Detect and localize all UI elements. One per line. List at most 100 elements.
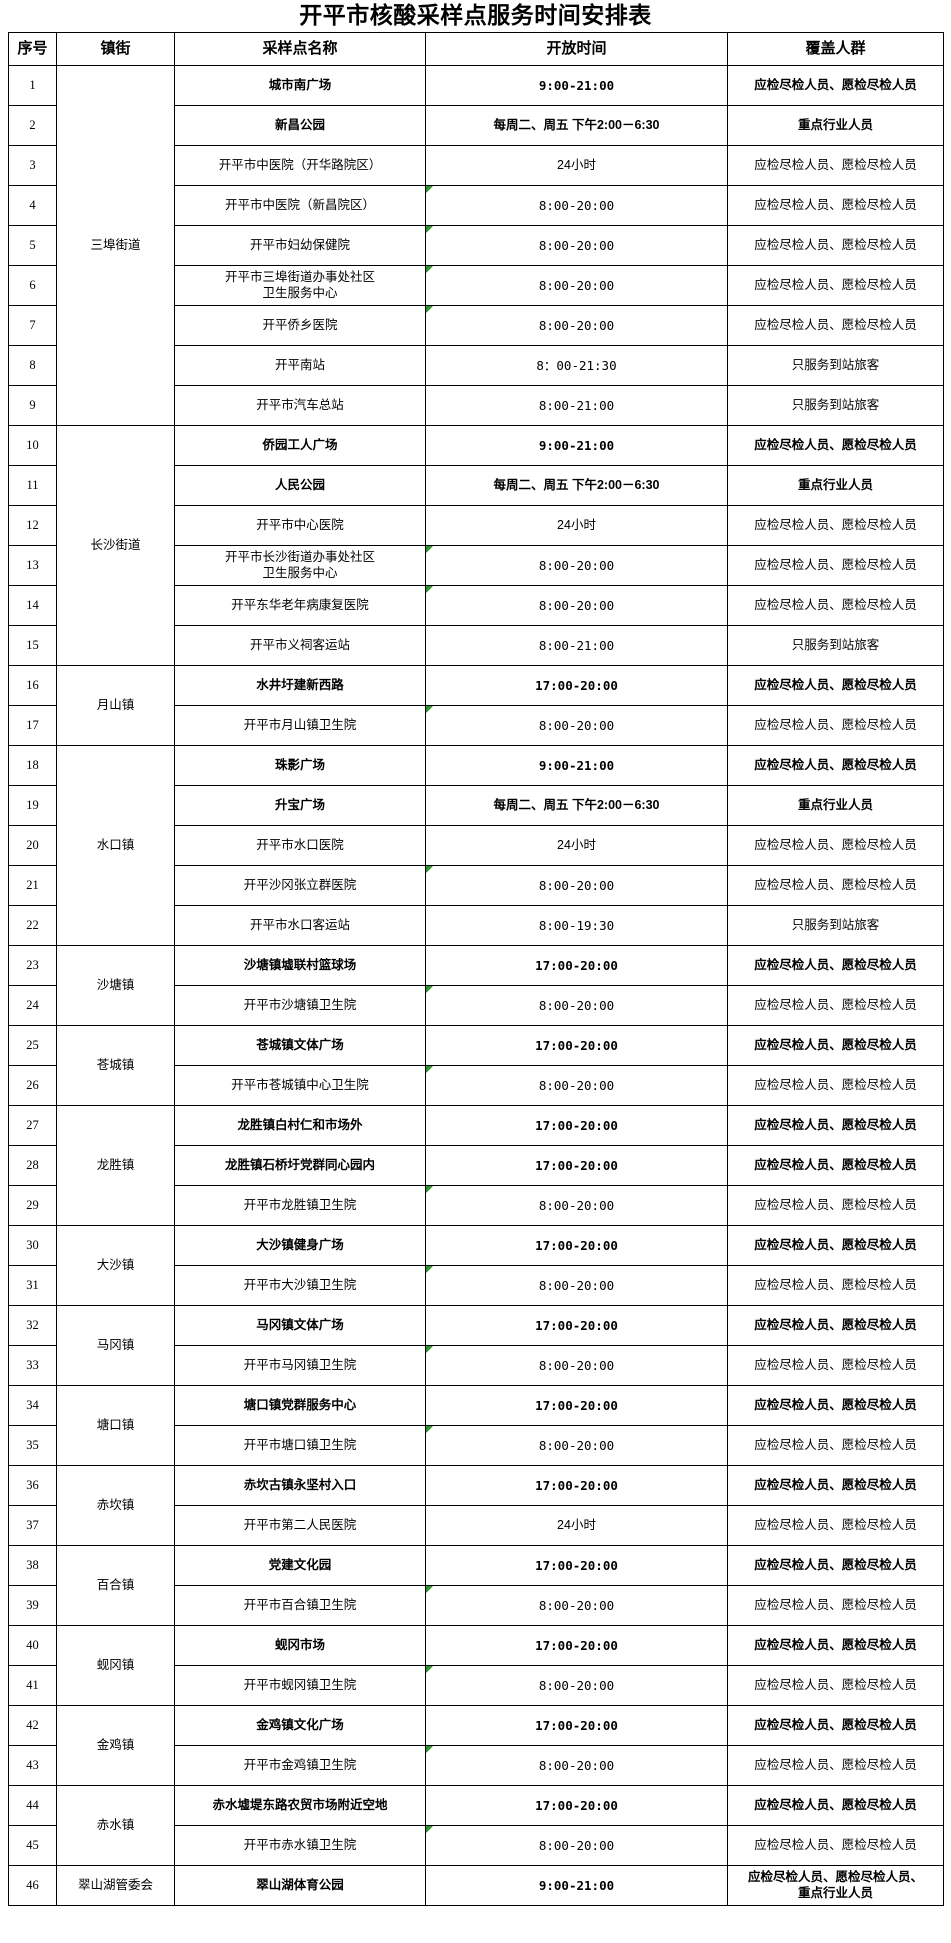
cell-index: 7 <box>8 305 57 346</box>
cell-open-hours: 8：00-21:30 <box>425 345 728 386</box>
cell-site-name: 开平市龙胜镇卫生院 <box>174 1185 426 1226</box>
cell-open-hours: 每周二、周五 下午2:00－6:30 <box>425 785 728 826</box>
cell-coverage: 只服务到站旅客 <box>727 625 944 666</box>
cell-open-hours: 8:00-20:00 <box>425 1265 728 1306</box>
cell-site-name: 金鸡镇文化广场 <box>174 1705 426 1746</box>
cell-coverage: 应检尽检人员、愿检尽检人员 <box>727 1105 944 1146</box>
table-row: 14 开平东华老年病康复医院 8:00-20:00 应检尽检人员、愿检尽检人员 <box>8 585 944 626</box>
cell-site-name: 珠影广场 <box>174 745 426 786</box>
cell-site-name: 升宝广场 <box>174 785 426 826</box>
table-row: 20 开平市水口医院 24小时 应检尽检人员、愿检尽检人员 <box>8 825 944 866</box>
cell-open-hours: 17:00-20:00 <box>425 1025 728 1066</box>
table-row: 1 三埠街道 城市南广场 9:00-21:00 应检尽检人员、愿检尽检人员 <box>8 65 944 426</box>
cell-coverage: 应检尽检人员、愿检尽检人员 <box>727 945 944 986</box>
table-row: 44 赤水镇 赤水墟堤东路农贸市场附近空地 17:00-20:00 应检尽检人员、愿检尽… <box>8 1785 944 1866</box>
cell-site-name: 开平市中医院（开华路院区） <box>174 145 426 186</box>
cell-open-hours: 8:00-20:00 <box>425 305 728 346</box>
cell-index: 3 <box>8 145 57 186</box>
cell-index: 20 <box>8 825 57 866</box>
cell-coverage: 应检尽检人员、愿检尽检人员 <box>727 1025 944 1066</box>
cell-open-hours: 17:00-20:00 <box>425 1705 728 1746</box>
cell-index: 17 <box>8 705 57 746</box>
cell-site-name: 开平市妇幼保健院 <box>174 225 426 266</box>
table-row: 10 长沙街道 侨园工人广场 9:00-21:00 应检尽检人员、愿检尽检人员 <box>8 425 944 666</box>
table-row: 38 百合镇 党建文化园 17:00-20:00 应检尽检人员、愿检尽检人员 <box>8 1545 944 1626</box>
cell-index: 44 <box>8 1785 57 1826</box>
column-header-coverage: 覆盖人群 <box>727 32 944 66</box>
cell-town: 三埠街道 <box>56 65 175 426</box>
cell-site-name: 赤水墟堤东路农贸市场附近空地 <box>174 1785 426 1826</box>
cell-open-hours: 8:00-20:00 <box>425 265 728 306</box>
cell-town: 赤坎镇 <box>56 1465 175 1546</box>
cell-index: 23 <box>8 945 57 986</box>
cell-town: 赤水镇 <box>56 1785 175 1866</box>
cell-open-hours: 8:00-20:00 <box>425 1585 728 1626</box>
cell-site-name: 开平市塘口镇卫生院 <box>174 1425 426 1466</box>
cell-index: 35 <box>8 1425 57 1466</box>
table-row: 7 开平侨乡医院 8:00-20:00 应检尽检人员、愿检尽检人员 <box>8 305 944 346</box>
cell-site-name: 水井圩建新西路 <box>174 665 426 706</box>
cell-index: 37 <box>8 1505 57 1546</box>
cell-coverage: 应检尽检人员、愿检尽检人员 <box>727 1345 944 1386</box>
cell-site-name: 新昌公园 <box>174 105 426 146</box>
cell-open-hours: 9:00-21:00 <box>425 745 728 786</box>
cell-index: 36 <box>8 1465 57 1506</box>
cell-coverage: 应检尽检人员、愿检尽检人员 <box>727 1745 944 1786</box>
cell-town: 翠山湖管委会 <box>56 1865 175 1906</box>
cell-index: 4 <box>8 185 57 226</box>
cell-index: 28 <box>8 1145 57 1186</box>
cell-coverage: 应检尽检人员、愿检尽检人员 <box>727 1265 944 1306</box>
cell-site-name: 苍城镇文体广场 <box>174 1025 426 1066</box>
cell-index: 10 <box>8 425 57 466</box>
cell-coverage: 应检尽检人员、愿检尽检人员 <box>727 1665 944 1706</box>
cell-index: 39 <box>8 1585 57 1626</box>
table-body: 1 三埠街道 城市南广场 9:00-21:00 应检尽检人员、愿检尽检人员 2 新昌公园 每周… <box>8 65 944 1906</box>
cell-site-name: 开平市长沙街道办事处社区 卫生服务中心 <box>174 545 426 586</box>
cell-coverage: 应检尽检人员、愿检尽检人员 <box>727 1225 944 1266</box>
cell-site-name: 开平市苍城镇中心卫生院 <box>174 1065 426 1106</box>
cell-town: 月山镇 <box>56 665 175 746</box>
table-row: 39 开平市百合镇卫生院 8:00-20:00 应检尽检人员、愿检尽检人员 <box>8 1585 944 1626</box>
cell-coverage: 应检尽检人员、愿检尽检人员 <box>727 545 944 586</box>
cell-open-hours: 9:00-21:00 <box>425 65 728 106</box>
cell-coverage: 应检尽检人员、愿检尽检人员 <box>727 1425 944 1466</box>
cell-coverage: 应检尽检人员、愿检尽检人员 <box>727 1625 944 1666</box>
cell-coverage: 应检尽检人员、愿检尽检人员 <box>727 1185 944 1226</box>
cell-town: 龙胜镇 <box>56 1105 175 1226</box>
cell-site-name: 大沙镇健身广场 <box>174 1225 426 1266</box>
cell-coverage: 只服务到站旅客 <box>727 345 944 386</box>
table-row: 23 沙塘镇 沙塘镇墟联村篮球场 17:00-20:00 应检尽检人员、愿检尽检人员 <box>8 945 944 1026</box>
cell-site-name: 开平市中心医院 <box>174 505 426 546</box>
cell-index: 43 <box>8 1745 57 1786</box>
table-row: 40 蚬冈镇 蚬冈市场 17:00-20:00 应检尽检人员、愿检尽检人员 <box>8 1625 944 1706</box>
cell-open-hours: 17:00-20:00 <box>425 1225 728 1266</box>
cell-index: 32 <box>8 1305 57 1346</box>
cell-town: 沙塘镇 <box>56 945 175 1026</box>
table-row: 5 开平市妇幼保健院 8:00-20:00 应检尽检人员、愿检尽检人员 <box>8 225 944 266</box>
cell-open-hours: 8:00-20:00 <box>425 1065 728 1106</box>
cell-open-hours: 17:00-20:00 <box>425 1625 728 1666</box>
cell-index: 1 <box>8 65 57 106</box>
cell-index: 38 <box>8 1545 57 1586</box>
table-row: 24 开平市沙塘镇卫生院 8:00-20:00 应检尽检人员、愿检尽检人员 <box>8 985 944 1026</box>
cell-coverage: 应检尽检人员、愿检尽检人员 <box>727 145 944 186</box>
cell-index: 40 <box>8 1625 57 1666</box>
cell-site-name: 马冈镇文体广场 <box>174 1305 426 1346</box>
cell-index: 41 <box>8 1665 57 1706</box>
cell-town: 百合镇 <box>56 1545 175 1626</box>
table-row: 25 苍城镇 苍城镇文体广场 17:00-20:00 应检尽检人员、愿检尽检人员 <box>8 1025 944 1106</box>
cell-site-name: 开平市大沙镇卫生院 <box>174 1265 426 1306</box>
cell-town: 塘口镇 <box>56 1385 175 1466</box>
cell-site-name: 开平市百合镇卫生院 <box>174 1585 426 1626</box>
cell-site-name: 塘口镇党群服务中心 <box>174 1385 426 1426</box>
table-row: 31 开平市大沙镇卫生院 8:00-20:00 应检尽检人员、愿检尽检人员 <box>8 1265 944 1306</box>
cell-index: 8 <box>8 345 57 386</box>
table-row: 8 开平南站 8：00-21:30 只服务到站旅客 <box>8 345 944 386</box>
cell-site-name: 沙塘镇墟联村篮球场 <box>174 945 426 986</box>
cell-index: 25 <box>8 1025 57 1066</box>
cell-open-hours: 8:00-20:00 <box>425 985 728 1026</box>
cell-open-hours: 8:00-20:00 <box>425 185 728 226</box>
cell-coverage: 应检尽检人员、愿检尽检人员 <box>727 65 944 106</box>
cell-open-hours: 17:00-20:00 <box>425 1105 728 1146</box>
